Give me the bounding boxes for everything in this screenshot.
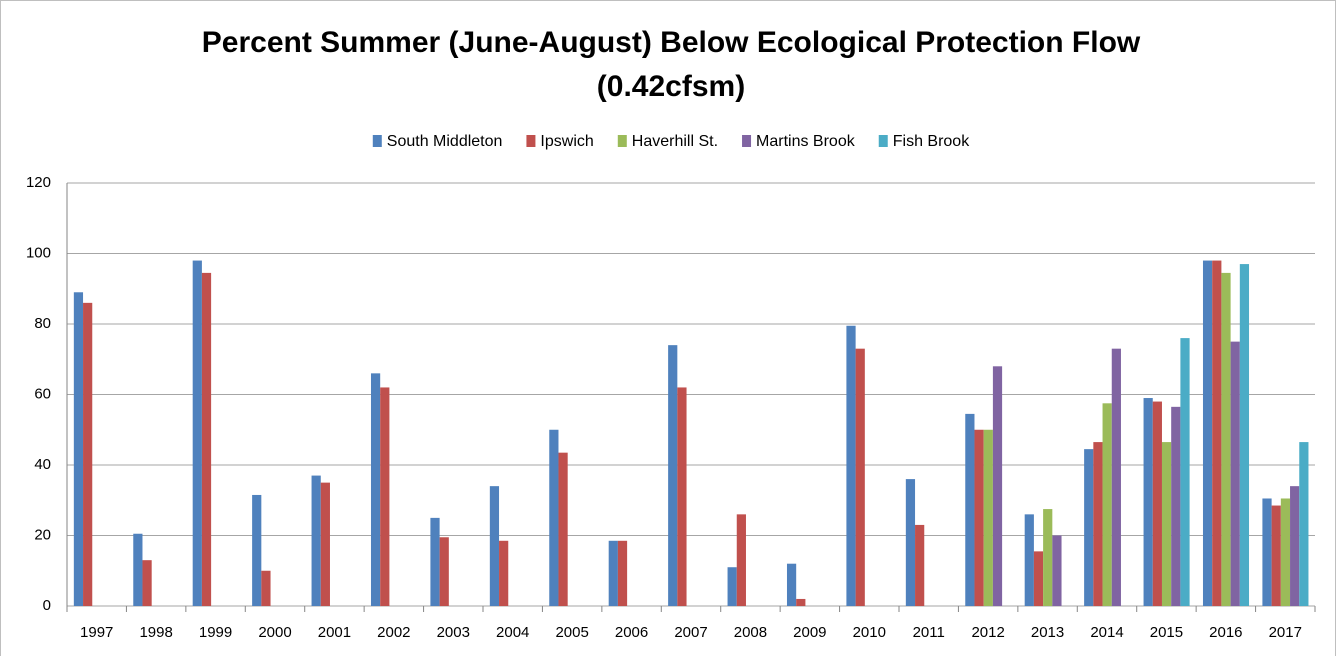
bar: [192, 260, 202, 606]
chart-title: Percent Summer (June-August) Below Ecolo…: [202, 26, 1141, 59]
bar: [974, 429, 984, 606]
bar: [1143, 398, 1153, 606]
bar: [1111, 348, 1121, 606]
bar: [786, 563, 797, 606]
bar: [73, 292, 84, 606]
legend-swatch: [742, 135, 752, 147]
bar: [1102, 403, 1112, 606]
x-tick-label: 1997: [80, 624, 113, 641]
legend-label: Fish Brook: [893, 133, 970, 150]
bar: [855, 348, 865, 606]
x-tick-label: 1998: [139, 624, 172, 641]
bar: [668, 345, 678, 606]
bar: [1202, 260, 1213, 606]
bar: [1280, 498, 1291, 606]
bar: [1033, 551, 1044, 606]
x-tick-label: 2005: [555, 624, 588, 641]
bar: [1052, 535, 1062, 606]
bar: [380, 387, 390, 606]
bar: [133, 533, 143, 606]
bar: [965, 413, 975, 606]
x-tick-label: 2011: [913, 624, 945, 641]
x-tick-label: 2001: [318, 624, 351, 641]
bar: [1262, 498, 1272, 606]
x-tick-label: 2007: [674, 624, 707, 641]
y-tick-label: 80: [34, 315, 51, 332]
bar: [370, 373, 381, 606]
bar: [311, 475, 321, 606]
bar: [1230, 341, 1240, 606]
bar: [1299, 442, 1309, 606]
bar: [608, 540, 618, 606]
bar: [905, 479, 916, 606]
x-tick-label: 2016: [1209, 624, 1242, 641]
bar: [983, 429, 993, 606]
bar: [1180, 338, 1190, 606]
x-tick-label: 2000: [258, 624, 291, 641]
y-tick-label: 60: [34, 385, 51, 402]
bar: [430, 517, 440, 606]
bar: [549, 429, 559, 606]
x-tick-label: 2003: [437, 624, 470, 641]
x-tick-label: 2012: [971, 624, 1004, 641]
bar: [83, 302, 93, 606]
legend-label: Martins Brook: [756, 133, 856, 150]
bar: [1152, 401, 1162, 606]
bar: [489, 486, 500, 606]
bar: [1271, 505, 1281, 606]
bar: [1024, 514, 1034, 606]
y-tick-label: 20: [34, 526, 51, 543]
bar: [846, 325, 856, 606]
bar: [1084, 449, 1094, 606]
bar: [1093, 442, 1103, 606]
x-tick-label: 1999: [199, 624, 232, 641]
x-tick-label: 2008: [734, 624, 767, 641]
x-tick-label: 2013: [1031, 624, 1064, 641]
bar: [320, 482, 330, 606]
x-tick-label: 2002: [377, 624, 410, 641]
legend-swatch: [617, 135, 627, 147]
x-tick-label: 2009: [793, 624, 826, 641]
legend-swatch: [878, 135, 888, 147]
x-tick-label: 2017: [1269, 624, 1302, 641]
bar: [1239, 264, 1250, 606]
y-tick-label: 120: [26, 174, 51, 191]
bar: [1171, 406, 1181, 606]
bar: [727, 567, 737, 606]
bar: [252, 494, 262, 606]
chart-title: (0.42cfsm): [597, 70, 745, 103]
bar: [1221, 272, 1231, 606]
bar: [261, 570, 271, 606]
y-tick-label: 40: [34, 456, 51, 473]
bar: [617, 540, 628, 606]
x-tick-label: 2006: [615, 624, 648, 641]
legend-label: Haverhill St.: [632, 133, 718, 150]
bar: [439, 537, 449, 606]
bar: [1212, 260, 1222, 606]
bar: [499, 540, 509, 606]
bar: [915, 524, 925, 606]
y-tick-label: 0: [43, 597, 51, 614]
y-tick-label: 100: [26, 244, 51, 261]
bar: [201, 272, 212, 606]
legend-label: Ipswich: [540, 133, 593, 150]
bar: [558, 452, 568, 606]
legend-swatch: [526, 135, 536, 147]
x-tick-label: 2010: [853, 624, 886, 641]
bar: [142, 560, 152, 606]
legend-swatch: [372, 135, 382, 147]
bar: [736, 514, 746, 606]
x-tick-label: 2014: [1090, 624, 1123, 641]
bar: [1043, 509, 1053, 606]
x-tick-label: 2015: [1150, 624, 1183, 641]
bar: [1290, 486, 1300, 606]
x-tick-label: 2004: [496, 624, 529, 641]
bar: [677, 387, 687, 606]
legend-label: South Middleton: [387, 133, 503, 150]
bar: [1161, 442, 1172, 606]
bar: [992, 366, 1003, 606]
bar: [796, 598, 806, 606]
